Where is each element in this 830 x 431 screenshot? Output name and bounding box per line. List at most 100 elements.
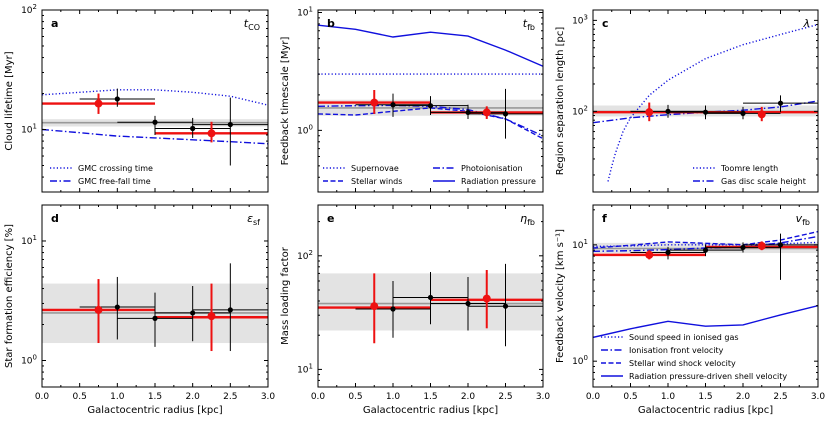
legend-label-1: Ionisation front velocity (629, 346, 724, 355)
x-tick-label: 2.5 (498, 392, 512, 402)
y-axis-label: Feedback velocity [km s⁻¹] (555, 229, 566, 363)
x-axis-label: Galactocentric radius [kpc] (87, 405, 222, 416)
legend-label-0: Supernovae (351, 164, 399, 173)
axes-frame (41, 9, 269, 193)
y-tick-label: 103 (572, 13, 588, 26)
x-tick-label: 0.5 (623, 392, 637, 402)
quantity-symbol: λ (802, 17, 810, 30)
x-tick-label: 0.5 (73, 392, 87, 402)
panel-letter: e (327, 212, 334, 225)
y-tick-label: 101 (297, 5, 313, 18)
plot-area (318, 24, 543, 140)
y-tick-label: 101 (21, 234, 37, 247)
red-point (482, 294, 491, 303)
y-axis-label: Star formation efficiency [%] (4, 224, 15, 368)
y-axis-label: Cloud lifetime [Myr] (4, 51, 15, 150)
red-point (207, 312, 216, 321)
legend-label-2: Stellar wind shock velocity (629, 359, 736, 368)
x-tick-label: 1.0 (386, 392, 401, 402)
black-point (740, 110, 746, 116)
panel-d: 0.0 0.5 1.0 1.5 2.0 2.5 3.0 Galactocentric radi… (4, 204, 276, 416)
x-tick-label: 2.0 (461, 392, 476, 402)
black-point (114, 96, 120, 102)
black-point (152, 315, 158, 321)
red-point (94, 305, 103, 314)
y-tick-label: 102 (572, 104, 588, 117)
series-line-0 (42, 89, 268, 106)
plot-area (593, 23, 818, 182)
black-point (777, 242, 784, 248)
plot-area (593, 230, 818, 339)
black-point (665, 108, 671, 114)
black-point (114, 304, 120, 310)
black-point (702, 247, 709, 253)
plot-area (42, 263, 268, 352)
red-point (757, 110, 766, 119)
x-tick-label: 0.5 (348, 392, 362, 402)
panel-e: 0.0 0.5 1.0 1.5 2.0 2.5 3.0 Galactocentric radi… (280, 204, 551, 416)
panel-c: 102 103 Region separation length [pc] c λ Too… (555, 9, 819, 193)
black-point (665, 249, 671, 256)
y-axis-label: Mass loading factor (280, 246, 291, 345)
x-tick-label: 0.0 (586, 392, 601, 402)
y-axis-label: Feedback timescale [Myr] (280, 37, 291, 166)
series-line-1 (42, 128, 268, 145)
x-tick-label: 2.5 (223, 392, 237, 402)
legend-label-3: Radiation pressure (461, 177, 536, 186)
black-point (777, 100, 784, 106)
black-point (465, 300, 471, 307)
legend-label-0: GMC crossing time (78, 164, 153, 173)
y-tick-label: 101 (572, 238, 588, 251)
x-tick-label: 2.0 (736, 392, 751, 402)
red-point (645, 108, 654, 117)
panel-f: 0.0 0.5 1.0 1.5 2.0 2.5 3.0 Galactocentric radi… (555, 204, 825, 416)
red-point (757, 241, 766, 250)
legend-label-3: Radiation pressure-driven shell velocity (629, 372, 787, 381)
x-tick-label: 3.0 (261, 392, 276, 402)
x-tick-label: 1.5 (698, 392, 712, 402)
quantity-symbol: tCO (244, 17, 260, 32)
x-tick-label: 0.0 (35, 392, 50, 402)
y-tick-label: 100 (572, 354, 588, 367)
quantity-symbol: tfb (523, 17, 535, 32)
black-point (390, 306, 396, 312)
x-tick-label: 2.5 (773, 392, 787, 402)
axes-frame (592, 9, 819, 193)
plot-area (318, 263, 543, 347)
x-tick-label: 2.0 (186, 392, 201, 402)
panel-letter: a (51, 17, 58, 30)
panel-a: 101 102 Cloud lifetime [Myr] a tCO GMC crossi… (4, 3, 269, 193)
red-point (370, 302, 379, 311)
y-tick-label: 100 (21, 353, 37, 366)
y-tick-label: 102 (21, 3, 37, 16)
y-tick-label: 102 (297, 249, 313, 262)
series-line-3 (318, 24, 543, 67)
y-axis-label: Region separation length [pc] (555, 27, 566, 176)
red-point (207, 129, 216, 138)
red-point (370, 98, 379, 107)
legend-label-2: Stellar winds (351, 177, 402, 186)
x-axis-label: Galactocentric radius [kpc] (363, 405, 498, 416)
panel-letter: b (327, 17, 335, 30)
legend-label-1: Photoionisation (461, 164, 523, 173)
red-point (482, 108, 491, 117)
x-tick-label: 1.5 (148, 392, 162, 402)
panel-letter: d (51, 212, 59, 225)
plot-area (42, 88, 268, 166)
y-tick-label: 100 (297, 123, 313, 136)
legend-label-1: Gas disc scale height (721, 177, 806, 186)
series-line-0 (607, 23, 818, 182)
panel-letter: f (602, 212, 607, 225)
quantity-symbol: εsf (247, 212, 260, 227)
quantity-symbol: vfb (796, 212, 810, 227)
x-tick-label: 3.0 (536, 392, 551, 402)
black-point (390, 102, 396, 108)
black-point (227, 307, 233, 313)
black-point (190, 310, 196, 316)
black-point (152, 119, 158, 125)
x-tick-label: 1.5 (423, 392, 437, 402)
x-tick-label: 1.0 (661, 392, 676, 402)
legend-label-1: GMC free-fall time (78, 177, 151, 186)
legend-label-0: Toomre length (720, 164, 778, 173)
